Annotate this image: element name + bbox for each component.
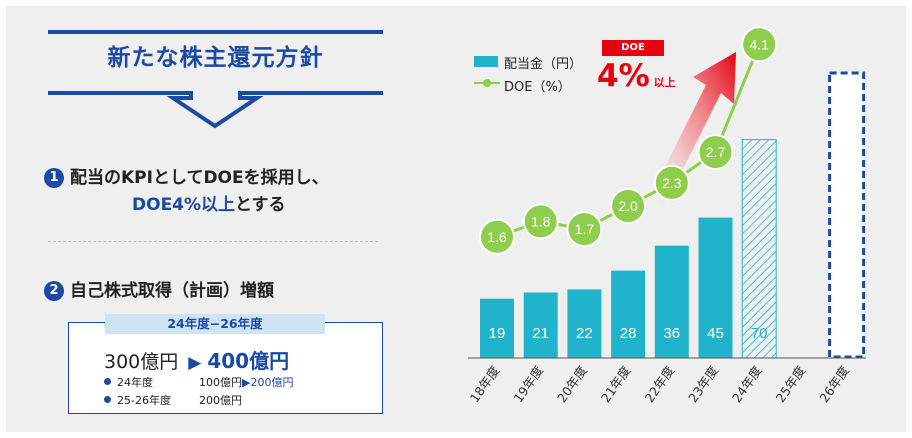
doe-point <box>741 26 778 63</box>
point-1: 1 配当のKPIとしてDOEを採用し、 <box>44 163 329 188</box>
detail-to: 200億円 <box>250 376 294 389</box>
buyback-period: 24年度−26年度 <box>105 314 325 334</box>
doe-callout: 4% 以上 <box>597 58 676 94</box>
bar-value-label: 19 <box>489 325 506 342</box>
header-down-arrow <box>48 91 383 129</box>
doe-value-label: 2.7 <box>706 144 726 160</box>
x-tick-label: 20年度 <box>554 363 590 406</box>
point-1-line-2: DOE4%以上とする <box>132 190 286 215</box>
dividend-bar <box>523 292 558 358</box>
doe-point <box>566 211 603 248</box>
play-arrow-icon: ▶ <box>188 353 202 373</box>
doe-point <box>522 203 559 240</box>
doe-value-label: 1.6 <box>487 229 507 245</box>
bar-value-label: 22 <box>576 325 593 342</box>
point-2: 2 自己株式取得（計画）増額 <box>44 276 274 301</box>
bar-value-label: 36 <box>663 325 680 342</box>
bar-value-label: 21 <box>532 325 549 342</box>
target-bar-outline <box>828 71 866 359</box>
doe-value-label: 2.3 <box>662 175 682 191</box>
legend: 配当金（円） DOE（%） <box>474 50 604 95</box>
x-tick-label: 25年度 <box>773 363 809 406</box>
x-tick-label: 26年度 <box>816 363 852 406</box>
legend-label-doe: DOE（%） <box>504 80 571 95</box>
buyback-summary: 300億円 ▶ 400億円 <box>104 345 289 374</box>
bar-value-label: 70 <box>751 325 768 342</box>
bar-value-label: 45 <box>707 325 724 342</box>
buyback-detail-2: 25-26年度 200億円 <box>104 392 242 408</box>
doe-point <box>479 218 515 255</box>
doe-target-text: DOE4%以上 <box>132 195 236 215</box>
doe-value-label: 1.7 <box>575 221 595 237</box>
doe-point <box>610 188 647 224</box>
buyback-from: 300億円 <box>104 351 179 373</box>
x-tick-label: 19年度 <box>510 363 546 406</box>
x-tick-label: 21年度 <box>598 363 634 406</box>
doe-point <box>697 134 734 171</box>
x-tick-label: 23年度 <box>685 363 721 406</box>
x-tick-label: 22年度 <box>642 363 678 406</box>
number-badge: 2 <box>44 281 64 301</box>
dividend-bar <box>567 289 602 358</box>
dividend-bar <box>480 298 514 358</box>
header-top-rule <box>48 30 383 34</box>
buyback-to: 400億円 <box>207 349 290 373</box>
detail-label: 24年度 <box>117 376 153 389</box>
doe-callout-value: 4% <box>597 58 650 94</box>
doe-callout-suffix: 以上 <box>653 76 676 89</box>
dividend-bar <box>698 217 733 358</box>
legend-label-dividend: 配当金（円） <box>504 57 583 72</box>
section-divider <box>48 241 378 242</box>
page-title: 新たな株主還元方針 <box>107 45 324 71</box>
doe-value-label: 4.1 <box>749 36 769 52</box>
x-tick-label: 18年度 <box>467 363 503 406</box>
buyback-detail-1: 24年度 100億円▶200億円 <box>104 374 293 390</box>
legend-bar-swatch <box>474 56 498 67</box>
doe-point <box>653 164 690 201</box>
point-1-line-2-rest: とする <box>235 195 286 215</box>
number-badge: 1 <box>44 168 64 188</box>
dividend-bar <box>611 270 646 358</box>
detail-value: 100億円 <box>199 376 242 389</box>
bullet-icon <box>104 396 111 403</box>
detail-value: 200億円 <box>199 394 242 407</box>
dividend-bar <box>741 139 777 359</box>
play-arrow-icon: ▶ <box>242 376 251 389</box>
dividend-bar <box>654 245 689 358</box>
point-2-text: 自己株式取得（計画）増額 <box>70 281 274 301</box>
doe-value-label: 2.0 <box>618 198 638 214</box>
detail-label: 25-26年度 <box>117 394 171 407</box>
bar-value-label: 28 <box>620 325 637 342</box>
bullet-icon <box>104 378 111 385</box>
point-1-line-1: 配当のKPIとしてDOEを採用し、 <box>70 168 329 188</box>
doe-callout-label: DOE <box>602 40 664 56</box>
x-tick-label: 24年度 <box>729 363 765 406</box>
doe-value-label: 1.8 <box>531 213 551 229</box>
legend-line-swatch <box>474 79 500 87</box>
